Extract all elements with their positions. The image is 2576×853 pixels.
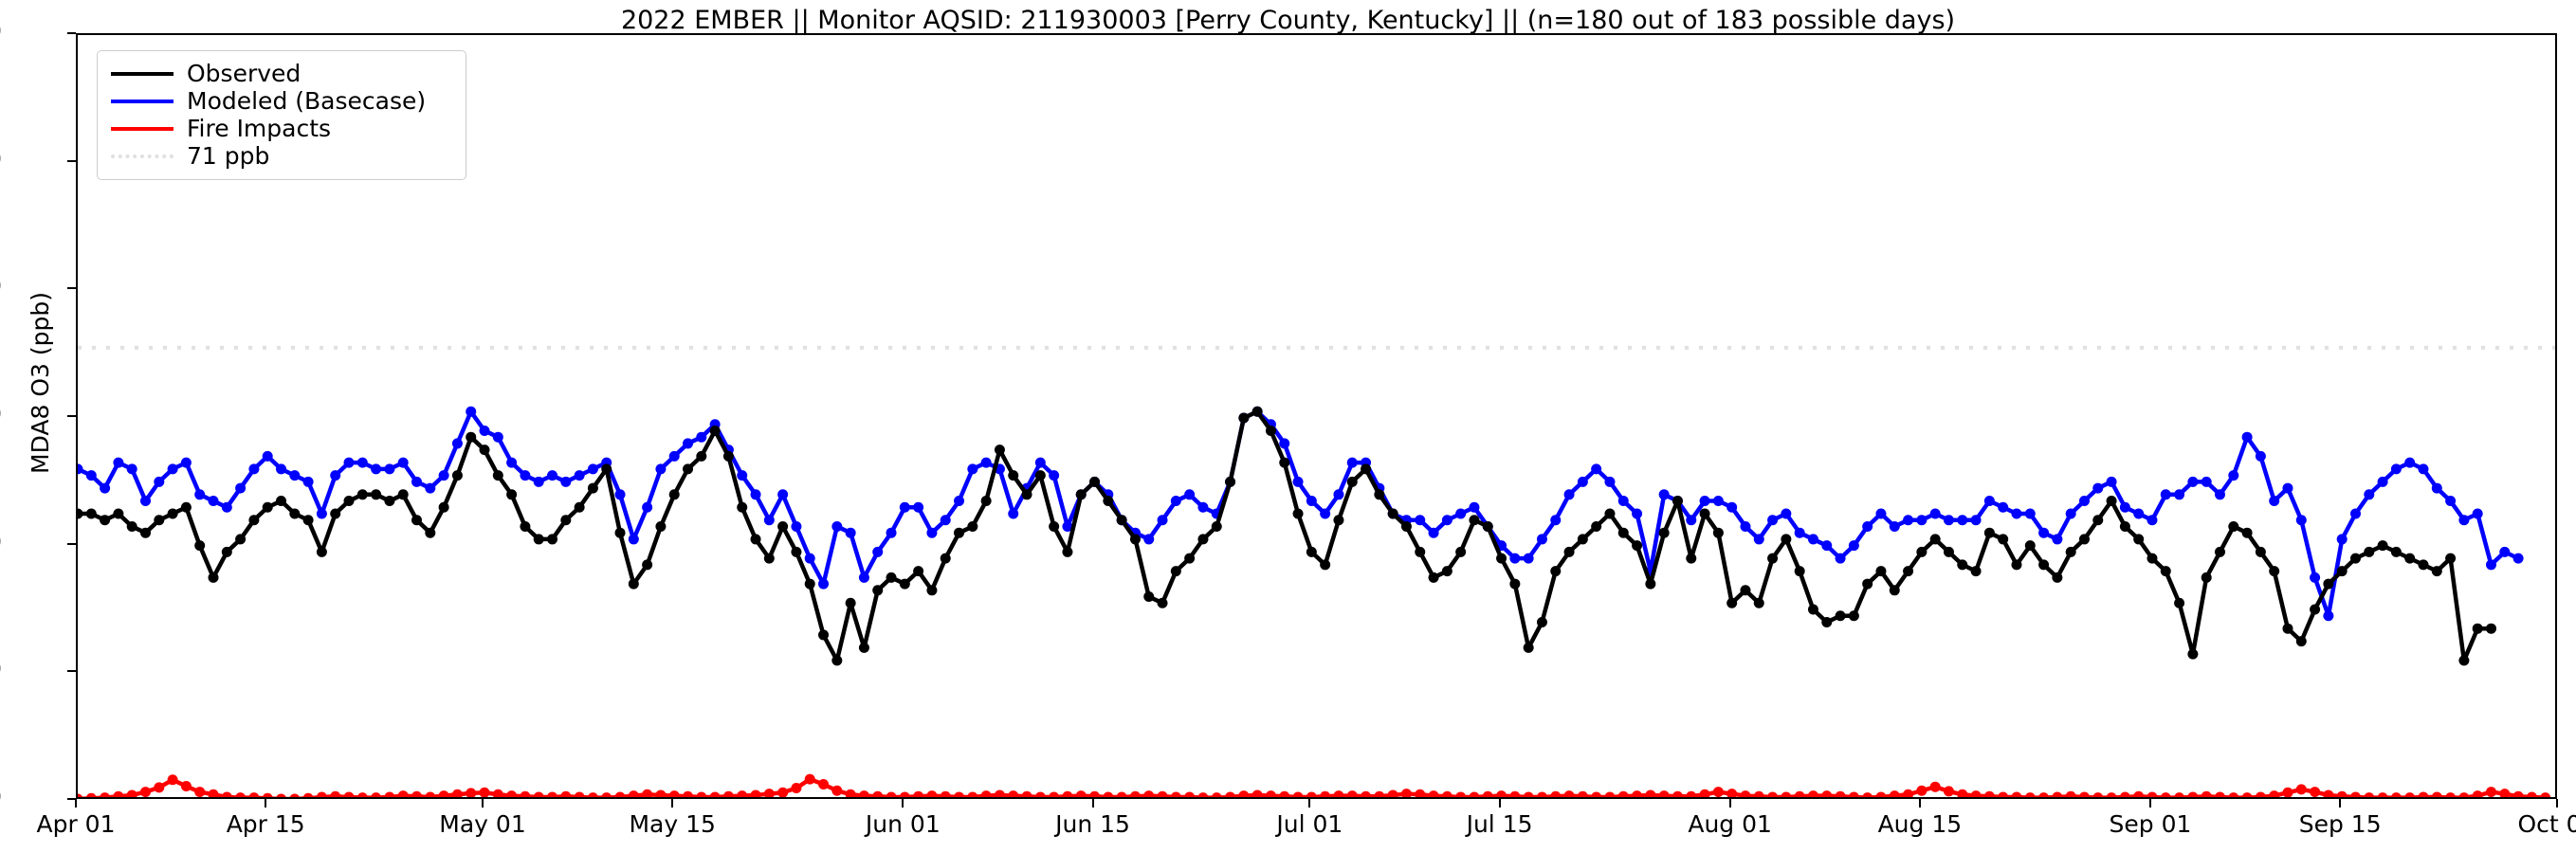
legend-swatch-modeled: [111, 92, 174, 111]
legend-item-observed[interactable]: Observed: [111, 60, 452, 87]
y-axis-label: MDA8 O3 (ppb): [27, 292, 54, 474]
plot-svg: [78, 345, 2555, 797]
x-tick-mark: [1091, 799, 1094, 808]
x-tick-label: Apr 01: [36, 810, 116, 838]
x-tick-mark: [1498, 799, 1501, 808]
x-tick-label: Jun 15: [1055, 810, 1130, 838]
legend-label-fire-impacts: Fire Impacts: [187, 115, 332, 142]
x-tick-label: Jul 15: [1466, 810, 1533, 838]
y-tick-label: 60: [0, 402, 2, 426]
y-tick-label: 20: [0, 657, 2, 681]
legend-label-observed: Observed: [187, 60, 301, 87]
plot-area: [76, 33, 2557, 799]
x-tick-label: May 15: [629, 810, 716, 838]
x-tick-mark: [2148, 799, 2151, 808]
legend-label-threshold: 71 ppb: [187, 142, 270, 170]
legend-item-threshold[interactable]: 71 ppb: [111, 142, 452, 170]
x-tick-label: May 01: [439, 810, 526, 838]
legend-swatch-observed: [111, 64, 174, 83]
y-tick-label: 0: [0, 785, 2, 808]
x-tick-mark: [902, 799, 904, 808]
legend-item-fire-impacts[interactable]: Fire Impacts: [111, 115, 452, 142]
y-tick-label: 40: [0, 530, 2, 554]
y-tick-mark: [67, 798, 76, 800]
series-fire-impacts: [78, 773, 2551, 797]
x-tick-label: Oct 01: [2517, 810, 2576, 838]
y-tick-mark: [67, 670, 76, 673]
y-tick-mark: [67, 159, 76, 162]
x-tick-label: Sep 15: [2298, 810, 2382, 838]
y-tick-mark: [67, 32, 76, 34]
chart-legend: Observed Modeled (Basecase) Fire Impacts…: [97, 50, 466, 180]
x-tick-label: Jun 01: [865, 810, 941, 838]
series-observed: [78, 406, 2496, 666]
x-tick-mark: [2339, 799, 2342, 808]
legend-swatch-fire-impacts: [111, 119, 174, 138]
x-tick-mark: [1308, 799, 1311, 808]
x-tick-label: Sep 01: [2109, 810, 2192, 838]
x-tick-mark: [1728, 799, 1731, 808]
x-tick-label: Aug 15: [1877, 810, 1963, 838]
legend-item-modeled[interactable]: Modeled (Basecase): [111, 87, 452, 115]
x-tick-label: Aug 01: [1688, 810, 1772, 838]
x-tick-mark: [75, 799, 77, 808]
y-tick-label: 100: [0, 147, 2, 171]
y-tick-mark: [67, 415, 76, 417]
x-tick-label: Apr 15: [226, 810, 305, 838]
x-tick-label: Jul 01: [1276, 810, 1343, 838]
x-tick-mark: [671, 799, 674, 808]
x-tick-mark: [1918, 799, 1921, 808]
x-tick-mark: [2556, 799, 2558, 808]
y-tick-label: 120: [0, 19, 2, 43]
y-tick-mark: [67, 542, 76, 545]
chart-title: 2022 EMBER || Monitor AQSID: 211930003 […: [620, 6, 1956, 35]
y-tick-mark: [67, 287, 76, 290]
y-tick-label: 80: [0, 274, 2, 298]
legend-label-modeled: Modeled (Basecase): [187, 87, 427, 115]
x-tick-mark: [482, 799, 484, 808]
x-tick-mark: [265, 799, 267, 808]
legend-swatch-threshold: [111, 147, 174, 166]
